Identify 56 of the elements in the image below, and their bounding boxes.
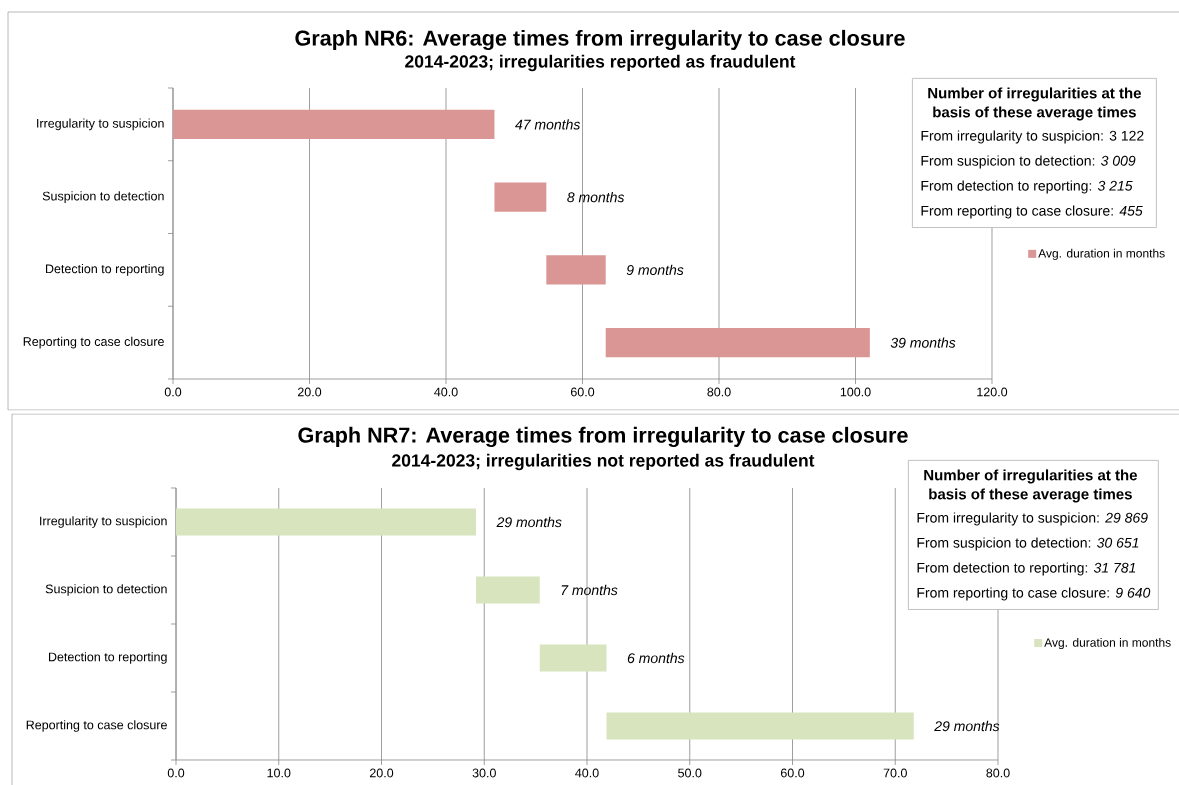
annotation: 6 months	[627, 652, 685, 664]
data-label: 47 months	[515, 119, 581, 130]
legend-label: Avg. duration in months	[1044, 637, 1171, 650]
x-tick-label: 60.0	[780, 768, 805, 778]
y-tick-label: Detection to reporting	[48, 652, 167, 664]
chart-subtitle: 2014-2023; irregularities reported as fraudulent	[405, 54, 796, 72]
x-tick-label: 0.0	[164, 387, 182, 397]
annotation: 29 months	[934, 720, 1000, 732]
y-tick-label: Irregularity to suspicion	[40, 516, 167, 528]
annotation: From irregularity to suspicion: 3 122	[921, 130, 1144, 144]
bar	[173, 109, 495, 139]
annotation: From detection to reporting: 31 781	[917, 562, 1136, 576]
x-tick-label: 10.0	[267, 768, 291, 778]
annotation: From suspicion to detection: 30 651	[917, 537, 1139, 551]
x-tick-label: 20.0	[369, 768, 394, 778]
annotation: From detection to reporting: 3 215	[921, 180, 1133, 194]
annotation: From reporting to case closure: 455	[921, 205, 1143, 219]
bar	[476, 576, 540, 604]
x-tick-label: 30.0	[472, 768, 496, 778]
x-tick-label: 100.0	[840, 387, 871, 397]
y-tick-label: Suspicion to detection	[42, 191, 164, 203]
annotation: From reporting to case closure: 9 640	[917, 587, 1151, 601]
x-tick-label: 40.0	[575, 768, 599, 778]
x-tick-label: 20.0	[297, 387, 322, 397]
y-tick-label: Reporting to case closure	[23, 336, 164, 349]
annotation: From suspicion to detection: 3 009	[921, 155, 1136, 169]
bar	[494, 182, 547, 212]
x-tick-label: 70.0	[883, 768, 907, 778]
annotation: From irregularity to suspicion: 29 869	[917, 512, 1148, 526]
y-tick-label: Suspicion to detection	[45, 584, 167, 596]
bar	[606, 712, 914, 740]
chart-title: Graph NR6: Average times from irregularity to case closure	[295, 29, 905, 51]
legend-label: Avg. duration in months	[1038, 248, 1165, 260]
data-label: 39 months	[890, 337, 956, 348]
annotation: 7 months	[561, 584, 618, 596]
data-label: 8 months	[567, 191, 625, 203]
annotation: Number of irregularities at the basis of these average times	[928, 87, 1141, 121]
x-tick-label: 50.0	[678, 768, 702, 778]
x-tick-label: 0.0	[167, 768, 185, 778]
x-tick-label: 60.0	[570, 387, 595, 397]
x-tick-label: 80.0	[707, 387, 731, 397]
bar	[539, 644, 607, 672]
annotation: 29 months	[496, 516, 562, 528]
y-tick-label: Detection to reporting	[45, 264, 164, 276]
y-tick-label: Irregularity to suspicion	[37, 118, 164, 131]
x-tick-label: 40.0	[434, 387, 458, 397]
bar	[546, 255, 606, 285]
data-label: 9 months	[626, 264, 684, 276]
y-tick-label: Reporting to case closure	[26, 720, 167, 732]
x-tick-label: 120.0	[977, 387, 1008, 397]
annotation: Number of irregularities at the basis of these average times	[924, 469, 1137, 503]
bar	[176, 508, 477, 536]
chart-title: Graph NR7: Average times from irregularity to case closure	[298, 426, 908, 448]
chart-subtitle: 2014-2023; irregularities not reported as fraudulent	[392, 453, 815, 471]
bar	[605, 328, 870, 358]
x-tick-label: 80.0	[986, 768, 1010, 778]
